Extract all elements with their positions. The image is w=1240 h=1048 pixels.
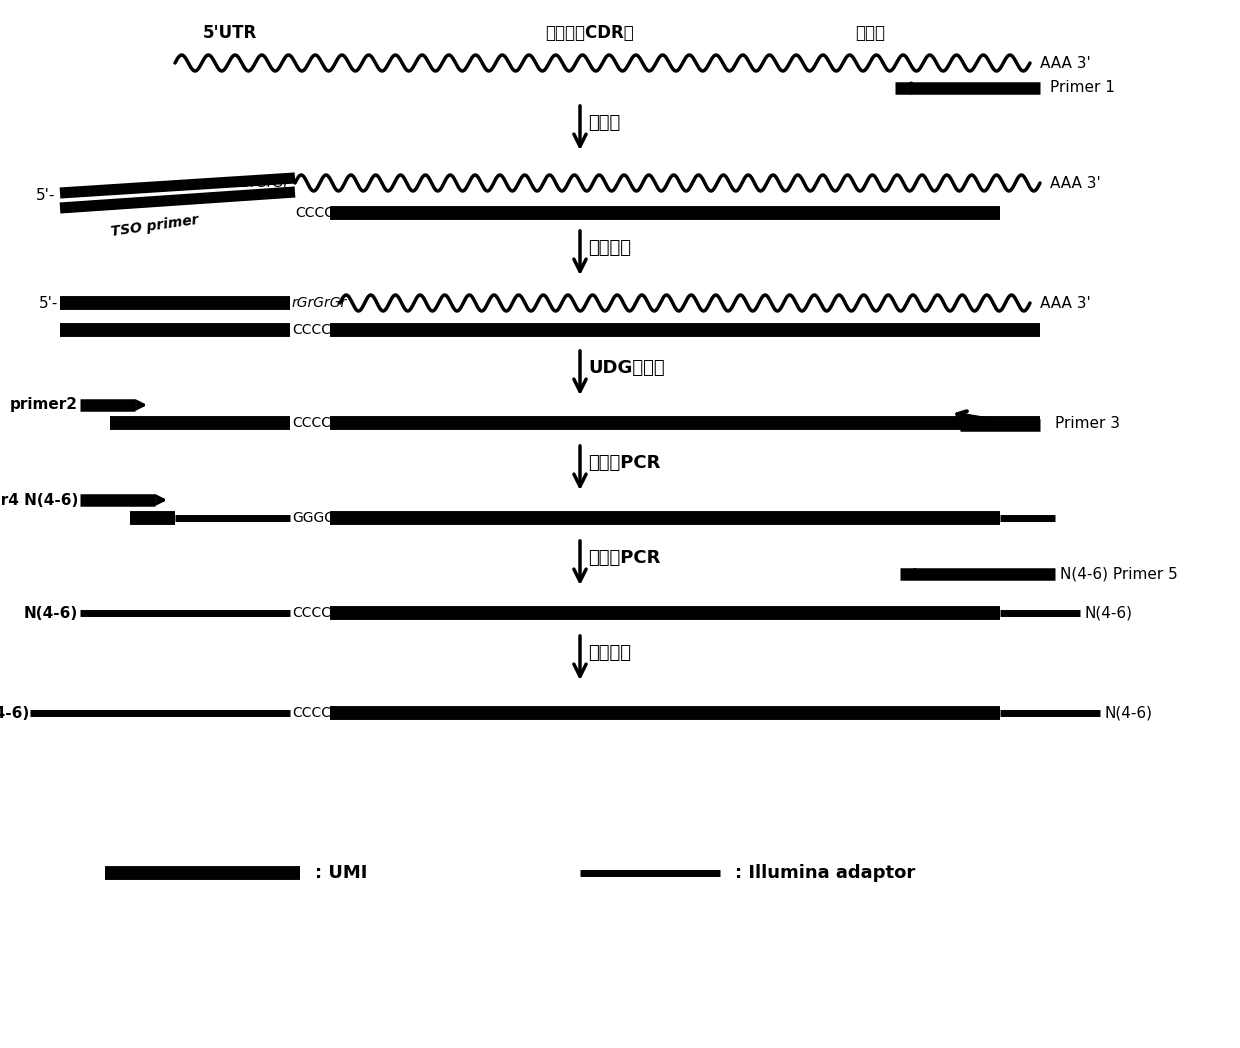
Text: CCCC: CCCC	[295, 206, 334, 220]
Text: AAA 3': AAA 3'	[1040, 56, 1091, 70]
Text: : UMI: : UMI	[315, 864, 367, 882]
Text: AAA 3': AAA 3'	[1050, 175, 1101, 191]
Text: 5'-: 5'-	[36, 189, 55, 203]
Text: 接头连接: 接头连接	[588, 645, 631, 662]
Text: 第一次PCR: 第一次PCR	[588, 454, 661, 472]
Text: CCCC: CCCC	[291, 323, 331, 337]
Text: 可变区（CDR）: 可变区（CDR）	[546, 24, 635, 42]
Text: rGrGrGr: rGrGrGr	[234, 176, 290, 190]
Text: 模板转换: 模板转换	[588, 239, 631, 257]
Text: : Illumina adaptor: : Illumina adaptor	[735, 864, 915, 882]
Text: GGGG: GGGG	[291, 511, 335, 525]
Text: N(4-6): N(4-6)	[1105, 705, 1153, 721]
Text: Primer 3: Primer 3	[1055, 415, 1120, 431]
Text: 5'UTR: 5'UTR	[203, 24, 257, 42]
Text: 第二次PCR: 第二次PCR	[588, 549, 661, 567]
Text: Primer 1: Primer 1	[1050, 81, 1115, 95]
Text: N(4-6): N(4-6)	[0, 705, 30, 721]
Text: UDG酶处理: UDG酶处理	[588, 359, 665, 377]
Text: AAA 3': AAA 3'	[1040, 296, 1091, 310]
Text: primer4 N(4-6): primer4 N(4-6)	[0, 493, 78, 507]
Text: 5'-: 5'-	[38, 296, 58, 310]
Text: N(4-6): N(4-6)	[24, 606, 78, 620]
Text: N(4-6) Primer 5: N(4-6) Primer 5	[1060, 567, 1178, 582]
Text: TSO primer: TSO primer	[110, 213, 200, 239]
Text: N(4-6): N(4-6)	[1085, 606, 1133, 620]
Text: rGrGrGr: rGrGrGr	[291, 296, 347, 310]
Text: CCCC: CCCC	[291, 416, 331, 430]
Text: CCCC: CCCC	[291, 706, 331, 720]
Text: 逆转录: 逆转录	[588, 114, 620, 132]
Text: CCCC: CCCC	[291, 606, 331, 620]
Text: primer2: primer2	[10, 397, 78, 413]
Text: 恒定区: 恒定区	[856, 24, 885, 42]
